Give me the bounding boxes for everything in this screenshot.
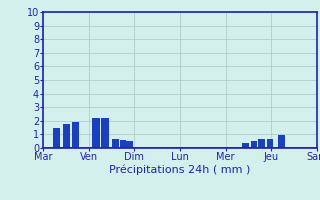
Bar	[101, 118, 109, 148]
Bar	[242, 143, 249, 148]
X-axis label: Précipitations 24h ( mm ): Précipitations 24h ( mm )	[109, 165, 251, 175]
Bar	[92, 118, 100, 148]
Bar	[251, 141, 257, 148]
Bar	[119, 140, 126, 148]
Bar	[63, 124, 70, 148]
Bar	[278, 135, 285, 148]
Bar	[258, 139, 265, 148]
Bar	[112, 139, 119, 148]
Bar	[267, 139, 273, 148]
Bar	[126, 141, 132, 148]
Bar	[72, 122, 79, 148]
Bar	[52, 128, 60, 148]
